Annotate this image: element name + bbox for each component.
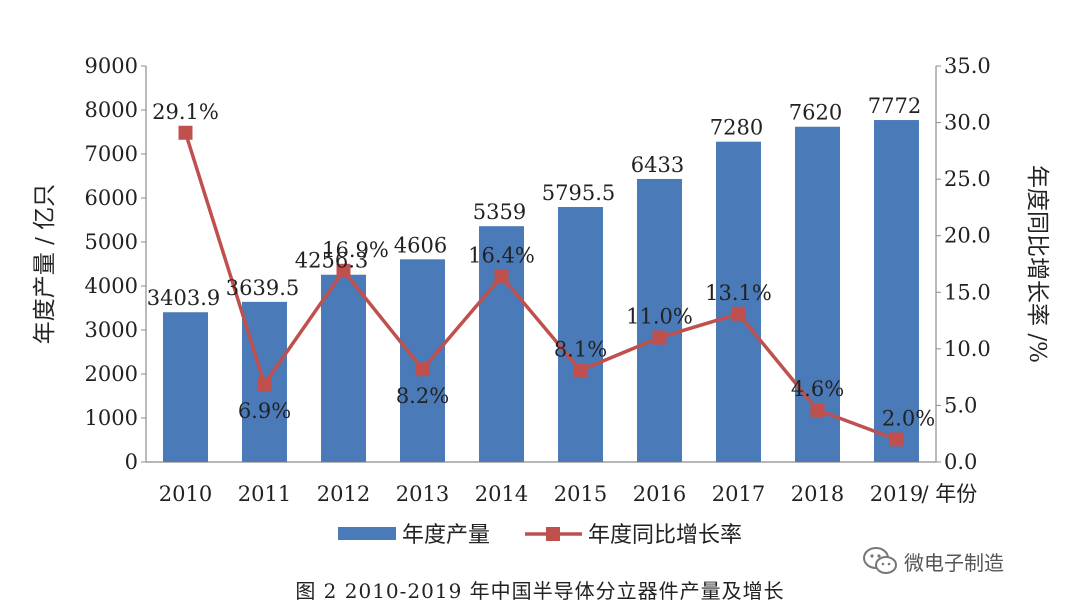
watermark-text: 微电子制造: [904, 550, 1004, 575]
y-tick-label: 0: [125, 450, 138, 474]
x-axis-unit: / 年份: [922, 482, 978, 506]
growth-point: [889, 432, 904, 447]
bar-value-label: 4606: [394, 233, 447, 257]
y-tick-label: 8000: [85, 98, 138, 122]
y-axis-title: 年度产量 / 亿只: [32, 184, 58, 344]
y2-tick-label: 10.0: [944, 337, 991, 361]
chart: 0 1000 2000 3000 4000 5000 6000 7000 8000 9000 0.0…: [32, 54, 1050, 545]
bar-value-label: 4256.3: [295, 249, 368, 273]
growth-value-label: 2.0%: [882, 406, 935, 430]
growth-point: [415, 362, 430, 377]
bar-value-label: 7280: [710, 116, 763, 140]
bar: [479, 226, 524, 462]
bar: [321, 274, 366, 462]
growth-point: [652, 330, 667, 345]
figure-caption: 图 2 2010-2019 年中国半导体分立器件产量及增长: [295, 579, 785, 603]
bar-value-label: 3403.9: [147, 286, 220, 310]
growth-point: [494, 269, 509, 284]
x-tick-label: 2012: [317, 482, 370, 506]
bar: [558, 206, 603, 462]
growth-line: [183, 132, 898, 442]
y2-tick-label: 25.0: [944, 167, 991, 191]
growth-point: [257, 376, 272, 391]
growth-value-label: 16.9%: [322, 238, 389, 262]
bar-value-label: 5795.5: [542, 181, 615, 205]
y-tick-label: 4000: [85, 274, 138, 298]
bar-value-label: 5359: [473, 200, 526, 224]
legend-swatch-marker: [546, 527, 560, 541]
growth-value-label: 29.1%: [152, 100, 219, 124]
growth-point: [731, 306, 746, 321]
growth-value-label: 16.4%: [468, 243, 535, 267]
bar: [163, 312, 208, 462]
growth-value-label: 13.1%: [705, 281, 772, 305]
legend-label-line: 年度同比增长率: [588, 523, 742, 545]
legend-label-bar: 年度产量: [402, 523, 490, 545]
y-tick-label: 3000: [85, 318, 138, 342]
x-tick-label: 2019: [870, 482, 923, 506]
growth-value-label: 4.6%: [791, 377, 844, 401]
y-tick-label: 1000: [85, 406, 138, 430]
y2-tick-label: 5.0: [944, 393, 977, 417]
y-tick-label: 6000: [85, 186, 138, 210]
growth-point: [336, 263, 351, 278]
bar-value-label: 6433: [631, 153, 684, 177]
x-tick-label: 2017: [712, 482, 765, 506]
y-tick-label: 9000: [85, 54, 138, 78]
bar-value-label: 3639.5: [226, 276, 299, 300]
legend-swatch-bar: [338, 527, 396, 540]
x-tick-label: 2010: [159, 482, 212, 506]
bar-value-label: 7620: [789, 101, 842, 125]
bar: [637, 178, 682, 462]
bar: [716, 141, 761, 462]
y2-tick-label: 15.0: [944, 280, 991, 304]
y-tick-label: 5000: [85, 230, 138, 254]
growth-point: [178, 125, 193, 140]
bar-value-label: 7772: [868, 94, 921, 118]
y2-tick-label: 20.0: [944, 224, 991, 248]
y2-tick-label: 0.0: [944, 450, 977, 474]
x-tick-label: 2013: [396, 482, 449, 506]
y2-tick-label: 30.0: [944, 111, 991, 135]
growth-value-label: 11.0%: [626, 305, 693, 329]
x-tick-label: 2016: [633, 482, 686, 506]
y-tick-label: 2000: [85, 362, 138, 386]
wechat-icon: [863, 547, 897, 574]
growth-value-label: 6.9%: [238, 399, 291, 423]
y2-axis-title: 年度同比增长率 /%: [1024, 165, 1050, 363]
x-tick-label: 2015: [554, 482, 607, 506]
y2-tick-label: 35.0: [944, 54, 991, 78]
x-tick-label: 2014: [475, 482, 528, 506]
x-tick-label: 2018: [791, 482, 844, 506]
growth-point: [810, 402, 825, 417]
bar: [400, 259, 445, 462]
x-tick-label: 2011: [238, 482, 291, 506]
growth-value-label: 8.2%: [396, 384, 449, 408]
watermark: 微电子制造: [862, 544, 1004, 578]
y-tick-label: 7000: [85, 142, 138, 166]
bar: [874, 120, 919, 463]
growth-point: [573, 363, 588, 378]
growth-value-label: 8.1%: [554, 337, 607, 361]
